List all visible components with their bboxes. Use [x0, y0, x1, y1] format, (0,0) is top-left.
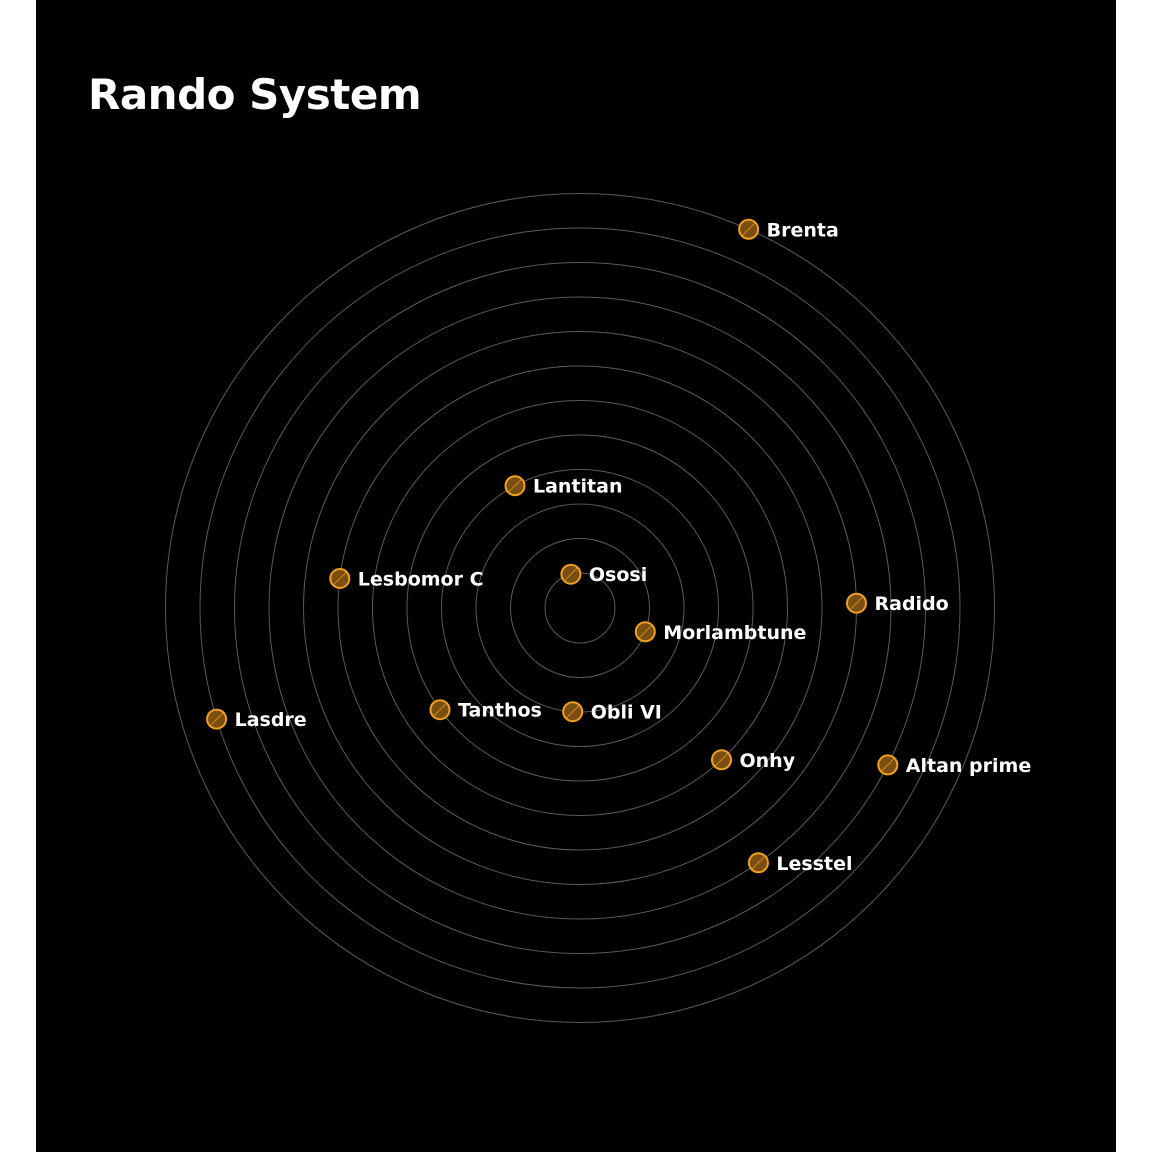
- planet-marker-stroke: [880, 757, 895, 772]
- planet-label: Altan prime: [906, 755, 1031, 777]
- planet-ososi[interactable]: Ososi: [560, 563, 647, 586]
- orbit-ring-9: [268, 296, 892, 920]
- planet-label: Lantitan: [533, 476, 622, 498]
- orbit-rings: [165, 193, 995, 1023]
- orbit-ring-2: [510, 538, 650, 678]
- orbit-ring-3: [475, 503, 685, 713]
- orbit-ring-8: [303, 331, 857, 885]
- planet-label: Radido: [875, 593, 949, 615]
- planet-tanthos[interactable]: Tanthos: [429, 699, 542, 722]
- planet-lasdre[interactable]: Lasdre: [206, 708, 307, 731]
- planet-marker-stroke: [433, 702, 448, 717]
- orbit-ring-5: [406, 434, 754, 782]
- planet-marker-stroke: [714, 752, 729, 767]
- planet-label: Obli VI: [591, 702, 662, 724]
- orbit-ring-6: [372, 400, 788, 816]
- planet-marker-stroke: [507, 478, 522, 493]
- planet-label: Brenta: [767, 219, 839, 241]
- orbit-ring-12: [165, 193, 995, 1023]
- planet-marker-stroke: [332, 571, 347, 586]
- planet-label: Lasdre: [235, 709, 307, 731]
- planet-marker-stroke: [849, 596, 864, 611]
- planet-lesstel[interactable]: Lesstel: [747, 852, 853, 875]
- planet-label: Tanthos: [458, 700, 542, 722]
- planet-morlambtune[interactable]: Morlambtune: [634, 621, 807, 644]
- planet-onhy[interactable]: Onhy: [711, 749, 796, 772]
- orbit-ring-10: [234, 262, 926, 954]
- planet-lesbomor-c[interactable]: Lesbomor C: [329, 568, 484, 591]
- planet-marker-stroke: [638, 624, 653, 639]
- orbit-ring-7: [337, 365, 823, 851]
- planet-brenta[interactable]: Brenta: [738, 218, 839, 241]
- planet-label: Ososi: [589, 564, 647, 586]
- planet-obli-vi[interactable]: Obli VI: [562, 701, 662, 724]
- planet-marker-stroke: [565, 704, 580, 719]
- planet-altan-prime[interactable]: Altan prime: [877, 754, 1031, 777]
- planet-label: Lesbomor C: [358, 569, 484, 591]
- planet-label: Lesstel: [776, 853, 852, 875]
- planet-marker-stroke: [751, 855, 766, 870]
- planet-label: Onhy: [740, 750, 796, 772]
- orbit-ring-11: [199, 227, 961, 989]
- planet-marker-stroke: [741, 222, 756, 237]
- planet-lantitan[interactable]: Lantitan: [504, 475, 623, 498]
- planet-marker-stroke: [563, 567, 578, 582]
- planet-marker-stroke: [209, 712, 224, 727]
- planet-label: Morlambtune: [663, 622, 806, 644]
- page-title: Rando System: [88, 70, 422, 119]
- orbit-ring-4: [441, 469, 719, 747]
- planet-radido[interactable]: Radido: [846, 592, 949, 615]
- planet-layer: Ososi Morlambtune Obli VI Lantitan Tanthos On…: [206, 218, 1031, 875]
